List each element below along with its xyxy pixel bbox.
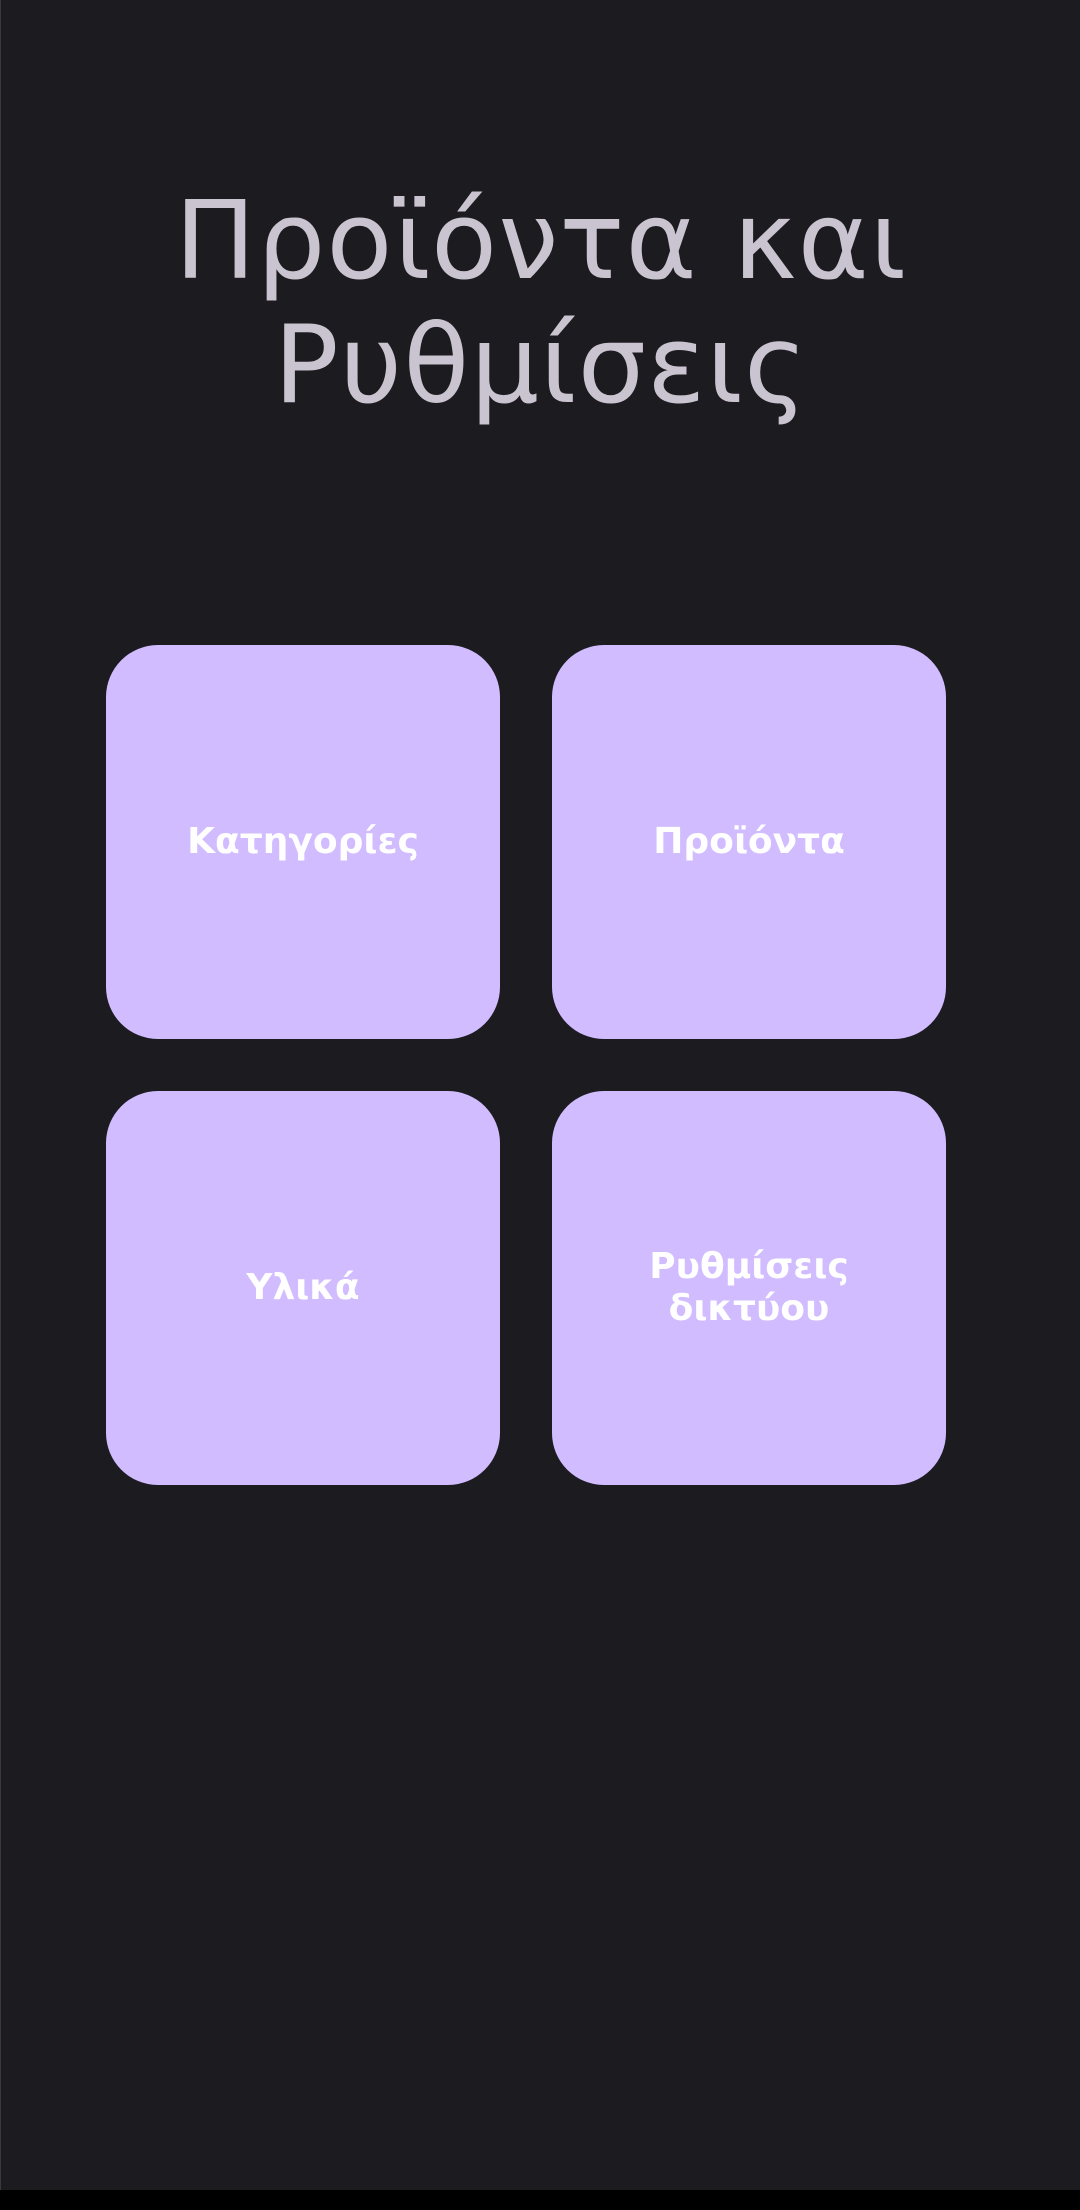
materials-label: Υλικά <box>246 1267 360 1308</box>
network-settings-label: Ρυθμίσεις δικτύου <box>649 1246 849 1329</box>
page-title-line-1: Προϊόντα και <box>174 179 908 304</box>
page-title-line-2: Ρυθμίσεις <box>273 303 809 428</box>
materials-button[interactable]: Υλικά <box>106 1091 500 1485</box>
system-navigation-bar <box>0 2190 1080 2210</box>
categories-button[interactable]: Κατηγορίες <box>106 645 500 1039</box>
categories-label: Κατηγορίες <box>187 821 419 862</box>
page-title: Προϊόντα και Ρυθμίσεις <box>1 180 1080 428</box>
products-button[interactable]: Προϊόντα <box>552 645 946 1039</box>
products-label: Προϊόντα <box>653 821 845 862</box>
network-settings-button[interactable]: Ρυθμίσεις δικτύου <box>552 1091 946 1485</box>
